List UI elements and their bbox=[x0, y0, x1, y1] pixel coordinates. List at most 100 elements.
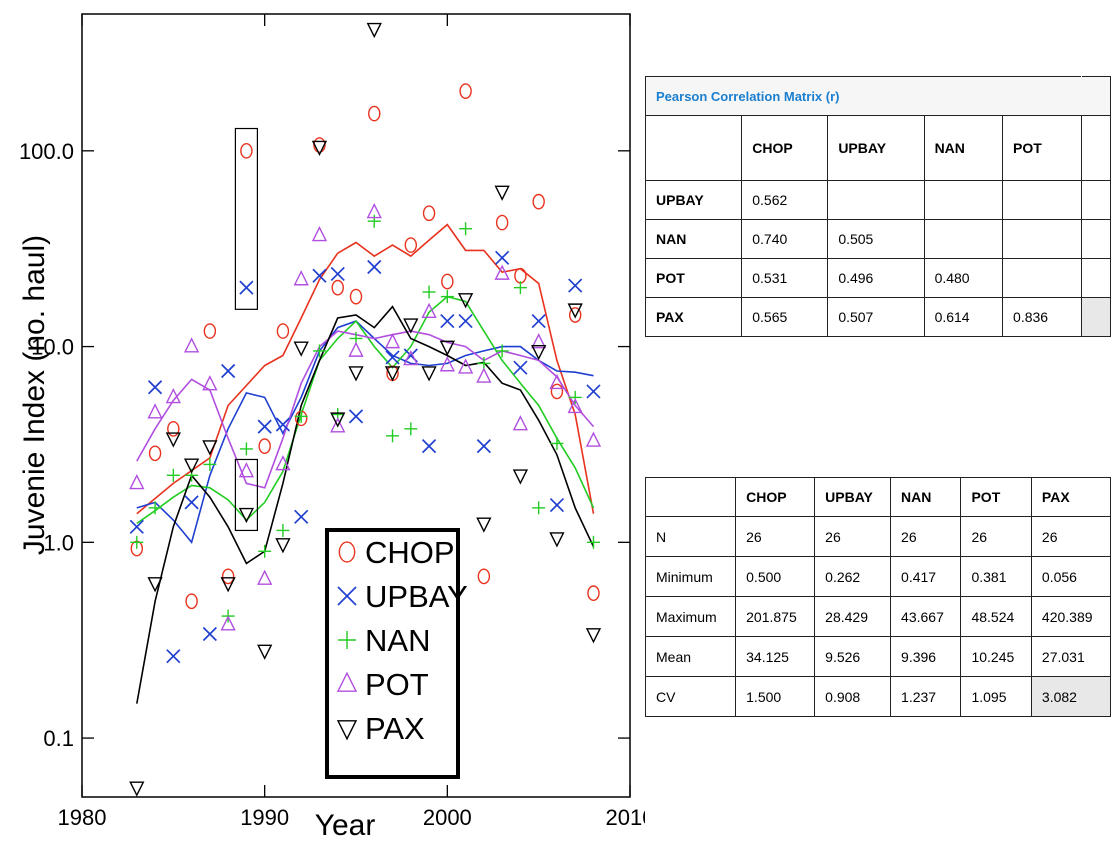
chop-data-point bbox=[240, 142, 253, 159]
nan-data-point bbox=[513, 281, 527, 295]
pot-data-point bbox=[293, 270, 309, 286]
pax-data-point bbox=[567, 303, 583, 319]
upbay-data-point bbox=[275, 417, 291, 432]
correlation-value-cell: 0.531 bbox=[741, 258, 829, 298]
pot-data-point bbox=[512, 415, 529, 431]
stats-value-cell: 28.429 bbox=[814, 596, 892, 637]
correlation-column-header: NAN bbox=[923, 115, 1004, 181]
stats-value-cell: 26 bbox=[1030, 516, 1112, 557]
pax-data-point bbox=[330, 412, 346, 428]
chop-data-point bbox=[258, 438, 271, 454]
pax-data-point bbox=[439, 340, 455, 356]
stats-value-cell: 9.526 bbox=[814, 636, 892, 677]
stats-row-label: Maximum bbox=[644, 596, 737, 637]
chop-trend-line bbox=[136, 223, 595, 515]
chop-data-point bbox=[459, 83, 472, 99]
stats-value-cell: 1.095 bbox=[960, 676, 1032, 717]
correlation-value-cell: 0.565 bbox=[741, 297, 829, 337]
pot-data-point bbox=[311, 225, 328, 242]
nan-data-point bbox=[568, 390, 582, 404]
pot-data-point bbox=[275, 455, 291, 471]
upbay-data-point bbox=[531, 313, 546, 329]
upbay-data-point bbox=[184, 495, 199, 510]
stats-row: CV 1.500 0.908 1.237 1.095 3.082 bbox=[644, 676, 1112, 717]
chop-data-point bbox=[514, 267, 527, 284]
pot-data-point bbox=[366, 202, 382, 219]
chop-data-point bbox=[550, 383, 564, 400]
pax-data-point bbox=[366, 22, 382, 39]
correlation-row-label: PAX bbox=[644, 297, 743, 337]
pax-legend-symbol bbox=[336, 720, 358, 741]
pax-data-point bbox=[512, 469, 529, 485]
correlation-value-cell: 0.614 bbox=[923, 297, 1004, 337]
nan-data-point bbox=[550, 436, 564, 450]
pot-data-point bbox=[238, 462, 255, 478]
pot-data-point bbox=[567, 397, 583, 414]
correlation-corner-cell bbox=[644, 115, 743, 181]
correlation-value-cell: 0.496 bbox=[827, 258, 925, 298]
pax-data-point bbox=[311, 140, 328, 157]
pax-data-point bbox=[476, 517, 492, 533]
correlation-edge-cell bbox=[1080, 180, 1112, 220]
pot-trend-line bbox=[136, 330, 595, 489]
upbay-data-point bbox=[330, 266, 345, 282]
correlation-value-cell: 0.505 bbox=[827, 219, 925, 259]
nan-data-point bbox=[276, 523, 290, 537]
stats-column-header: POT bbox=[960, 477, 1032, 517]
correlation-value-cell bbox=[923, 180, 1004, 220]
upbay-data-point bbox=[440, 313, 455, 329]
upbay-data-point bbox=[239, 280, 254, 295]
pot-data-point bbox=[585, 431, 602, 447]
stats-value-cell: 0.908 bbox=[814, 676, 892, 717]
correlation-value-cell bbox=[1002, 219, 1082, 259]
correlation-matrix-table: Pearson Correlation Matrix (r) CHOP UPBAY… bbox=[644, 76, 1112, 337]
y-tick-label: 1.0 bbox=[43, 530, 74, 555]
pot-data-point bbox=[439, 356, 455, 372]
chop-data-point bbox=[404, 237, 418, 253]
plot-frame bbox=[81, 13, 631, 798]
correlation-row-label: POT bbox=[644, 258, 743, 298]
nan-legend-symbol bbox=[338, 631, 356, 649]
correlation-row: POT 0.531 0.496 0.480 bbox=[644, 258, 1112, 298]
nan-data-point bbox=[459, 222, 473, 236]
stats-value-cell: 1.500 bbox=[735, 676, 816, 717]
upbay-data-point bbox=[257, 419, 272, 434]
stats-column-header: NAN bbox=[890, 477, 962, 517]
pax-legend-label: PAX bbox=[365, 711, 425, 746]
correlation-row: NAN 0.740 0.505 bbox=[644, 219, 1112, 259]
upbay-data-point bbox=[549, 497, 565, 513]
pax-data-point bbox=[531, 345, 547, 361]
pot-data-point bbox=[403, 350, 419, 366]
chop-legend-symbol bbox=[338, 541, 356, 563]
stats-value-cell: 0.500 bbox=[735, 556, 816, 597]
pot-data-point bbox=[494, 264, 510, 280]
x-tick-label: 1980 bbox=[58, 805, 107, 830]
chop-data-point bbox=[495, 214, 509, 231]
chop-data-point bbox=[331, 279, 344, 296]
upbay-data-point bbox=[221, 363, 236, 379]
pax-data-point bbox=[348, 366, 364, 382]
pax-data-point bbox=[257, 644, 273, 660]
pot-data-point bbox=[183, 337, 200, 353]
pot-data-point bbox=[220, 615, 236, 631]
chop-data-point bbox=[422, 205, 436, 222]
y-tick-label: 100.0 bbox=[19, 139, 74, 164]
correlation-value-cell: 0.740 bbox=[741, 219, 829, 259]
stats-value-cell: 1.237 bbox=[890, 676, 962, 717]
nan-data-point bbox=[404, 422, 418, 436]
pax-data-point bbox=[275, 538, 291, 554]
stats-row-label: Mean bbox=[644, 636, 737, 677]
chop-data-point bbox=[532, 193, 545, 210]
upbay-data-point bbox=[458, 313, 473, 329]
stats-row-label: Minimum bbox=[644, 556, 737, 597]
correlation-edge-cell bbox=[1080, 258, 1112, 298]
stats-value-cell: 48.524 bbox=[960, 596, 1032, 637]
pot-data-point bbox=[476, 367, 492, 383]
pax-data-point bbox=[494, 185, 510, 201]
stats-value-cell: 27.031 bbox=[1030, 636, 1112, 677]
nan-data-point bbox=[239, 442, 253, 456]
upbay-data-point bbox=[495, 250, 510, 265]
pax-trend-line bbox=[136, 305, 595, 704]
correlation-row: PAX 0.565 0.507 0.614 0.836 bbox=[644, 297, 1112, 337]
stats-row: Maximum 201.875 28.429 43.667 48.524 420.389 bbox=[644, 596, 1112, 637]
